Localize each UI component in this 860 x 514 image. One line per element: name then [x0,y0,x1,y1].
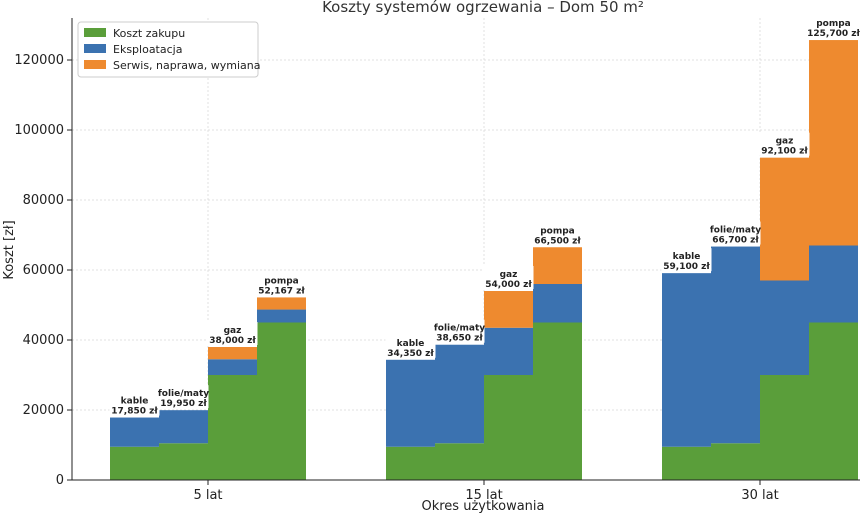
y-axis-title: Koszt [zł] [2,220,17,279]
bar-total-label: 66,500 zł [534,236,581,246]
x-tick-label: 5 lat [193,488,222,503]
bar-system-label: gaz [776,137,794,147]
legend-swatch [84,28,106,37]
bar-system-label: pompa [816,19,851,29]
x-axis-title: Okres użytkowania [421,499,544,514]
legend-swatch [84,44,106,53]
bar-segment-folie-maty-2 [159,410,208,444]
bar-total-label: 34,350 zł [387,349,434,359]
bar-total-label: 92,100 zł [761,147,808,157]
bar-system-label: kable [673,252,701,262]
bar-system-label: kable [397,339,425,349]
bar-segment-pompa-1 [533,322,582,480]
bar-label-background [385,334,436,358]
bar-segment-gaz-2 [484,327,533,375]
bar-segment-gaz-2 [760,280,809,375]
bar-total-label: 17,850 zł [111,407,158,417]
y-tick-label: 100000 [14,123,64,138]
x-tick-label: 30 lat [741,488,778,503]
bar-system-label: gaz [224,326,242,336]
y-tick-label: 0 [56,473,64,488]
bar-total-label: 59,100 zł [663,262,710,272]
bar-segment-gaz-3 [208,347,257,360]
bar-segment-gaz-3 [484,291,533,328]
bar-segment-kable-1 [662,446,711,480]
bar-segment-pompa-3 [809,40,858,246]
bar-segment-gaz-1 [760,375,809,480]
bar-segment-kable-1 [110,446,159,480]
x-tick-label: 15 lat [465,488,502,503]
bar-segment-pompa-3 [533,247,582,284]
bar-system-label: folie/maty [710,226,761,236]
bar-total-label: 38,000 zł [209,336,256,346]
y-tick-label: 20000 [23,403,64,418]
bar-segment-pompa-2 [809,245,858,323]
bar-total-label: 52,167 zł [258,286,305,296]
legend-swatch [84,60,106,69]
bar-segment-pompa-2 [533,284,582,323]
bar-system-label: kable [121,397,149,407]
bar-label-background [109,392,160,416]
bar-segment-folie-maty-2 [435,344,484,444]
bar-system-label: folie/maty [158,389,209,399]
axes: 0 20000 40000 60000 80000 100000 120000 5 lat 15… [14,18,860,503]
bar-label-background [661,248,712,272]
bar-label-background [483,266,534,289]
chart-title: Koszty systemów ogrzewania – Dom 50 m² [322,0,644,16]
bar-label-background [759,132,810,156]
y-tick-label: 80000 [23,193,64,208]
bar-segment-kable-2 [662,273,711,447]
bar-system-label: gaz [500,270,518,280]
bar-segment-folie-maty-2 [711,246,760,444]
bar-system-label: pompa [540,226,575,236]
bar-label-background [256,272,307,296]
legend-box [77,21,259,78]
bar-segment-gaz-1 [484,375,533,480]
bar-segment-pompa-1 [257,322,306,480]
bar-segment-gaz-3 [760,157,809,281]
legend: Koszt zakupu Eksploatacja Serwis, naprawa,… [77,21,260,78]
bar-system-label: pompa [264,276,299,286]
bar-label-background [532,222,583,246]
bar-segment-kable-2 [110,417,159,447]
y-tick-label: 60000 [23,263,64,278]
bar-segment-pompa-1 [809,322,858,480]
bar-total-label: 38,650 zł [436,334,483,344]
bar-segment-gaz-1 [208,375,257,480]
bar-segment-folie-maty-1 [159,443,208,480]
y-tick-label: 40000 [23,333,64,348]
bar-segment-folie-maty-1 [435,443,484,480]
bar-segment-pompa-2 [257,309,306,323]
bar-segment-gaz-2 [208,359,257,375]
legend-label: Koszt zakupu [113,27,185,40]
bars [110,40,858,480]
bar-total-label: 54,000 zł [485,280,532,290]
bar-label-background [808,15,859,39]
y-tick-label: 120000 [14,53,64,68]
bar-label-background [710,221,761,245]
legend-label: Eksploatacja [113,43,182,56]
bar-label-background [434,319,485,343]
bar-label-background [158,385,209,409]
bar-label-background [207,322,258,345]
bar-total-label: 19,950 zł [160,399,207,409]
bar-total-label: 125,700 zł [807,29,860,39]
bar-system-label: folie/maty [434,324,485,334]
bar-segment-kable-1 [386,446,435,480]
legend-label: Serwis, naprawa, wymiana [113,59,260,72]
bar-segment-folie-maty-1 [711,443,760,480]
bar-segment-pompa-3 [257,297,306,310]
bar-total-label: 66,700 zł [712,236,759,246]
bar-segment-kable-2 [386,359,435,447]
